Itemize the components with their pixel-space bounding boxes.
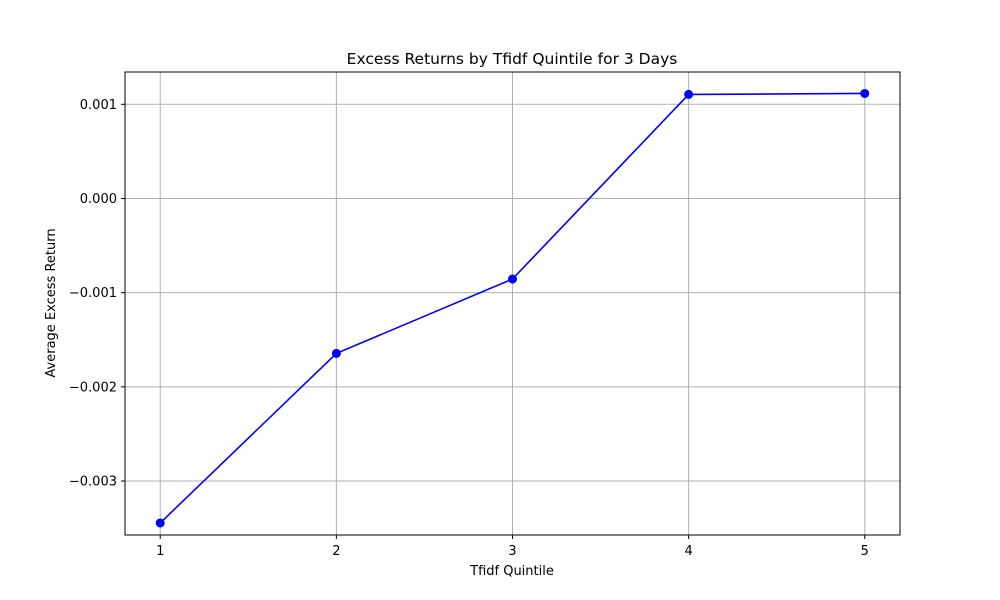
tick-layer: 1 2 3 4 5 −0.003 −0.002 −0.001 0.000 0.001 xyxy=(69,98,869,559)
y-tick-label: −0.002 xyxy=(69,380,117,395)
data-point xyxy=(155,518,165,528)
y-tick-label: −0.001 xyxy=(69,286,117,301)
y-tick-label: −0.003 xyxy=(69,475,117,490)
y-tick-label: 0.000 xyxy=(80,192,117,207)
x-axis-label: Tfidf Quintile xyxy=(469,564,554,579)
y-axis-label: Average Excess Return xyxy=(44,228,59,377)
data-point xyxy=(331,348,341,358)
x-tick-label: 5 xyxy=(861,544,869,559)
chart-title: Excess Returns by Tfidf Quintile for 3 D… xyxy=(347,50,678,68)
x-tick-label: 1 xyxy=(156,544,164,559)
y-tick-label: 0.001 xyxy=(80,98,117,113)
data-point xyxy=(508,274,517,284)
data-point xyxy=(684,89,694,99)
data-point xyxy=(860,88,870,98)
x-tick-label: 2 xyxy=(332,544,340,559)
x-tick-label: 3 xyxy=(508,544,516,559)
x-tick-label: 4 xyxy=(684,544,692,559)
grid-layer xyxy=(125,72,900,535)
series-layer xyxy=(155,88,870,528)
